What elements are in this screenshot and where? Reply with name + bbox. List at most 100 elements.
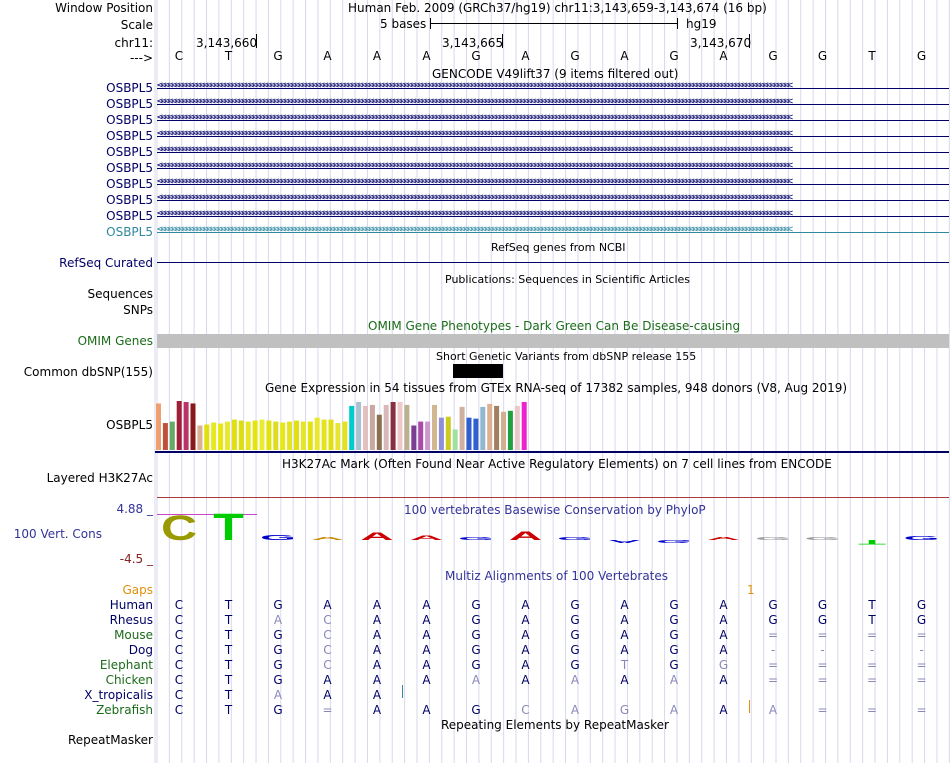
phylop-base-mark[interactable]: G	[557, 536, 593, 541]
publications-label-snps[interactable]: SNPs	[123, 303, 153, 317]
dbsnp-variant[interactable]	[453, 364, 503, 378]
species-label[interactable]: Human	[109, 598, 153, 612]
gencode-gene-label[interactable]: OSBPL5	[106, 97, 153, 111]
phylop-base-mark[interactable]: A	[707, 535, 740, 541]
gtex-tissue-bar[interactable]	[294, 420, 299, 450]
gtex-tissue-bar[interactable]	[307, 421, 313, 450]
gencode-transcript[interactable]: <<<<<<<<<<<<<<<<<<<<<<<<<<<<<<<<<<<<<<<<…	[157, 208, 949, 222]
gencode-transcript[interactable]: <<<<<<<<<<<<<<<<<<<<<<<<<<<<<<<<<<<<<<<<…	[157, 224, 949, 238]
phylop-base-mark[interactable]: G	[755, 536, 791, 541]
gencode-gene-label[interactable]: OSBPL5	[106, 81, 153, 95]
gtex-tissue-bar[interactable]	[252, 420, 258, 450]
gtex-gene-label[interactable]: OSBPL5	[106, 418, 153, 432]
gtex-tissue-bar[interactable]	[494, 405, 500, 450]
gtex-tissue-bar[interactable]	[287, 421, 293, 450]
gtex-tissue-bar[interactable]	[321, 419, 327, 450]
gtex-tissue-bar[interactable]	[342, 421, 348, 450]
gtex-tissue-bar[interactable]	[259, 419, 265, 450]
phylop-base-mark[interactable]: A	[608, 539, 641, 544]
phylop-base-mark[interactable]: A	[509, 530, 542, 543]
gtex-tissue-bar[interactable]	[383, 404, 389, 450]
gtex-tissue-bar[interactable]	[245, 421, 251, 450]
gtex-tissue-bar[interactable]	[176, 401, 182, 450]
gtex-tissue-bar[interactable]	[169, 421, 175, 450]
gtex-tissue-bar[interactable]	[231, 419, 237, 450]
phylop-base-mark[interactable]: G	[904, 535, 940, 542]
gtex-tissue-bar[interactable]	[432, 404, 437, 450]
gencode-gene-label[interactable]: OSBPL5	[106, 129, 153, 143]
gtex-tissue-bar[interactable]	[425, 421, 431, 450]
phylop-base-mark[interactable]: G	[260, 533, 296, 541]
dbsnp-label[interactable]: Common dbSNP(155)	[23, 365, 153, 379]
omim-label[interactable]: OMIM Genes	[77, 334, 153, 348]
gtex-tissue-bar[interactable]	[280, 422, 286, 450]
gtex-tissue-bar[interactable]	[459, 406, 465, 450]
gtex-tissue-bar[interactable]	[238, 420, 244, 450]
gtex-tissue-bar[interactable]	[211, 422, 217, 450]
gtex-tissue-bar[interactable]	[473, 418, 479, 450]
phylop-label[interactable]: 100 Vert. Cons	[13, 527, 102, 541]
species-label[interactable]: Chicken	[105, 673, 153, 687]
gtex-tissue-bar[interactable]	[480, 406, 486, 450]
gencode-gene-label[interactable]: OSBPL5	[106, 113, 153, 127]
gencode-transcript[interactable]: <<<<<<<<<<<<<<<<<<<<<<<<<<<<<<<<<<<<<<<<…	[157, 80, 949, 94]
gtex-tissue-bar[interactable]	[507, 410, 513, 450]
phylop-base-mark[interactable]: A	[410, 534, 443, 541]
phylop-base-mark[interactable]: T	[213, 507, 244, 549]
gtex-tissue-bar[interactable]	[162, 423, 168, 450]
species-label[interactable]: Zebrafish	[96, 703, 153, 717]
gtex-tissue-bar[interactable]	[356, 401, 362, 450]
gtex-tissue-bar[interactable]	[300, 421, 306, 450]
phylop-base-mark[interactable]: A	[311, 535, 344, 541]
gtex-tissue-bar[interactable]	[376, 414, 382, 450]
gtex-tissue-bar[interactable]	[501, 411, 506, 450]
gencode-gene-label[interactable]: OSBPL5	[106, 209, 153, 223]
species-label[interactable]: Dog	[128, 643, 153, 657]
gaps-label[interactable]: Gaps	[122, 583, 153, 597]
gtex-tissue-bar[interactable]	[411, 425, 417, 451]
gencode-transcript[interactable]: <<<<<<<<<<<<<<<<<<<<<<<<<<<<<<<<<<<<<<<<…	[157, 192, 949, 206]
gtex-tissue-bar[interactable]	[514, 405, 520, 450]
gtex-tissue-bar[interactable]	[349, 405, 355, 450]
species-label[interactable]: Rhesus	[109, 613, 153, 627]
phylop-base-mark[interactable]: T	[858, 539, 886, 546]
gtex-tissue-bar[interactable]	[190, 403, 196, 450]
gtex-tissue-bar[interactable]	[452, 429, 458, 450]
omim-feature[interactable]	[157, 334, 949, 348]
h3k27ac-label[interactable]: Layered H3K27Ac	[46, 471, 153, 485]
species-label[interactable]: X_tropicalis	[84, 688, 153, 702]
gencode-gene-label[interactable]: OSBPL5	[106, 225, 153, 239]
species-label[interactable]: Mouse	[114, 628, 153, 642]
gtex-tissue-bar[interactable]	[369, 404, 375, 450]
gtex-tissue-bar[interactable]	[183, 401, 189, 450]
gencode-gene-label[interactable]: OSBPL5	[106, 161, 153, 175]
refseq-feature[interactable]	[157, 262, 949, 263]
gtex-tissue-bar[interactable]	[418, 421, 424, 450]
gencode-gene-label[interactable]: OSBPL5	[106, 193, 153, 207]
gencode-transcript[interactable]: <<<<<<<<<<<<<<<<<<<<<<<<<<<<<<<<<<<<<<<<…	[157, 144, 949, 158]
gtex-tissue-bar[interactable]	[487, 403, 493, 450]
gtex-tissue-bar[interactable]	[404, 404, 410, 450]
gencode-transcript[interactable]: <<<<<<<<<<<<<<<<<<<<<<<<<<<<<<<<<<<<<<<<…	[157, 160, 949, 174]
gtex-tissue-bar[interactable]	[314, 417, 320, 450]
gtex-tissue-bar[interactable]	[197, 425, 203, 451]
phylop-base-mark[interactable]: A	[360, 531, 393, 543]
gtex-tissue-bar[interactable]	[521, 401, 527, 450]
gtex-tissue-bar[interactable]	[397, 401, 403, 450]
gtex-tissue-bar[interactable]	[328, 419, 334, 450]
gtex-tissue-bar[interactable]	[335, 423, 341, 450]
gtex-tissue-bar[interactable]	[225, 421, 230, 450]
gencode-transcript[interactable]: <<<<<<<<<<<<<<<<<<<<<<<<<<<<<<<<<<<<<<<<…	[157, 128, 949, 142]
gencode-gene-label[interactable]: OSBPL5	[106, 145, 153, 159]
gtex-tissue-bar[interactable]	[466, 417, 472, 450]
gencode-transcript[interactable]: <<<<<<<<<<<<<<<<<<<<<<<<<<<<<<<<<<<<<<<<…	[157, 176, 949, 190]
phylop-base-mark[interactable]: C	[161, 509, 197, 548]
gtex-tissue-bar[interactable]	[273, 421, 279, 450]
gtex-tissue-bar[interactable]	[390, 401, 396, 450]
gtex-tissue-bar[interactable]	[363, 405, 368, 450]
gtex-tissue-bar[interactable]	[218, 423, 224, 450]
gtex-tissue-bar[interactable]	[445, 416, 451, 450]
refseq-label[interactable]: RefSeq Curated	[59, 256, 153, 270]
